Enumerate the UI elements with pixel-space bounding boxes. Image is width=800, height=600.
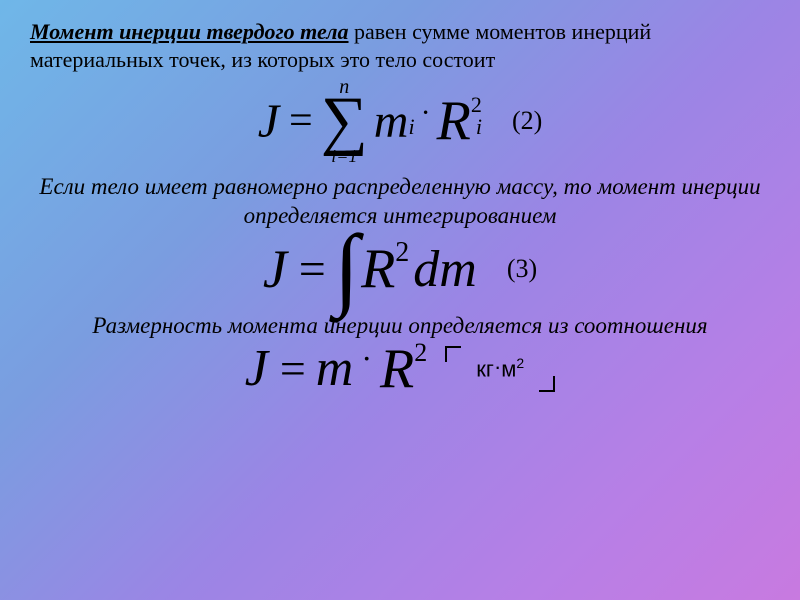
eq2-R: R: [361, 237, 395, 301]
integral-icon: ∫: [334, 231, 359, 305]
eq1-sub-i-2: i: [476, 114, 482, 140]
eq3-R: R: [380, 337, 414, 401]
intro-paragraph: Момент инерции твердого тела равен сумме…: [30, 18, 770, 73]
eq1-R: R: [437, 89, 471, 153]
eq2-label: (3): [507, 254, 537, 284]
unit-exp: 2: [516, 355, 524, 371]
formula-3-row: J = m · R 2 кг·м2: [30, 337, 770, 401]
unit-text: кг·м2: [476, 355, 524, 382]
eq1-J: J: [258, 94, 279, 149]
eq1-dot: ·: [421, 96, 431, 130]
formula-1-row: J = n ∑ i=1 m i · R 2 i (2): [30, 77, 770, 165]
formula-1: J = n ∑ i=1 m i · R 2 i: [258, 77, 482, 165]
bracket-corner-br-icon: [539, 376, 555, 392]
unit-dot: ·: [494, 354, 501, 379]
formula-2: J = ∫ R 2 dm: [263, 233, 477, 307]
formula-2-row: J = ∫ R 2 dm (3): [30, 233, 770, 307]
eq2-sup-2: 2: [395, 237, 409, 269]
title-phrase: Момент инерции твердого тела: [30, 19, 349, 44]
eq1-sub-i-1: i: [408, 114, 414, 140]
eq1-sum: n ∑ i=1: [321, 77, 368, 165]
slide: Момент инерции твердого тела равен сумме…: [0, 0, 800, 600]
eq3-equals: =: [280, 342, 306, 395]
eq2-J: J: [263, 238, 287, 300]
eq1-equals: =: [289, 97, 313, 145]
unit-bracket: кг·м2: [445, 346, 555, 392]
eq2-equals: =: [299, 242, 326, 297]
eq1-label: (2): [512, 106, 542, 136]
eq1-m: m: [374, 94, 409, 149]
sigma-icon: ∑: [321, 93, 368, 149]
para-2: Если тело имеет равномерно распределенну…: [30, 173, 770, 231]
eq1-sum-bottom: i=1: [331, 147, 357, 165]
eq3-J: J: [245, 339, 268, 398]
eq3-sup-2: 2: [414, 338, 427, 368]
eq3-m: m: [316, 339, 354, 398]
bracket-corner-tl-icon: [445, 346, 461, 362]
unit-kg: кг: [476, 357, 494, 382]
eq3-dot: ·: [361, 340, 372, 377]
unit-m: м: [501, 357, 516, 382]
formula-3: J = m · R 2: [245, 337, 427, 401]
eq2-dm: dm: [413, 240, 477, 299]
